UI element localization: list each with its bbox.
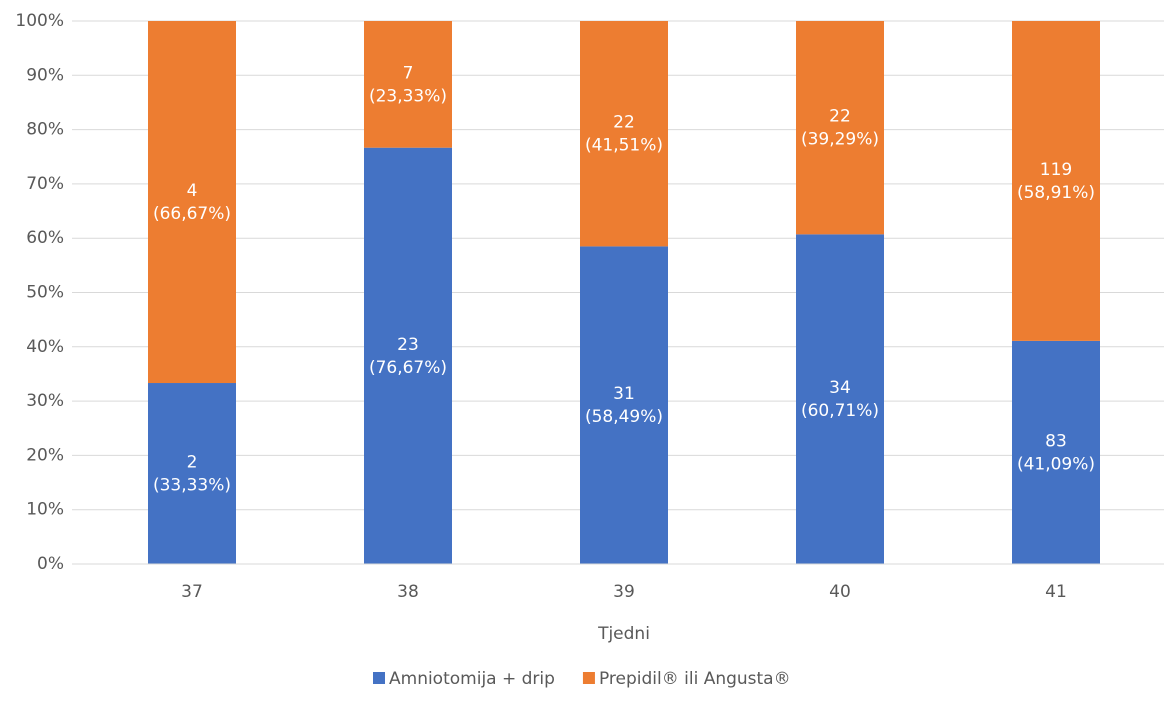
bar-segment (796, 21, 884, 235)
bar-segment (580, 246, 668, 565)
bar-segment (1012, 21, 1100, 341)
data-label-count: 4 (187, 181, 198, 201)
bar-segment (148, 383, 236, 564)
y-tick-label: 80% (26, 120, 64, 140)
y-tick-label: 70% (26, 174, 64, 194)
data-label-count: 34 (829, 378, 851, 398)
legend-swatch (373, 672, 385, 684)
legend-label: Prepidil® ili Angusta® (599, 669, 791, 689)
y-tick-label: 90% (26, 65, 64, 85)
data-label-count: 22 (829, 107, 851, 127)
bar-segment (1012, 340, 1100, 564)
bar-segment (580, 21, 668, 247)
data-label-count: 22 (613, 113, 635, 133)
x-axis-title: Tjedni (597, 624, 650, 644)
data-label-percent: (41,09%) (1017, 454, 1095, 474)
bar-segment (364, 147, 452, 565)
y-tick-label: 100% (15, 11, 64, 31)
data-label-count: 7 (403, 63, 414, 83)
data-label-percent: (66,67%) (153, 204, 231, 224)
x-tick-label: 37 (181, 582, 203, 602)
legend-swatch (582, 672, 595, 684)
y-tick-label: 40% (26, 337, 64, 357)
data-label-percent: (58,49%) (585, 407, 663, 427)
data-label-count: 31 (613, 384, 635, 404)
x-tick-label: 38 (397, 582, 419, 602)
bar-segment (364, 21, 452, 148)
data-label-percent: (58,91%) (1017, 183, 1095, 203)
data-label-percent: (39,29%) (801, 130, 879, 150)
y-tick-label: 50% (26, 283, 64, 303)
x-tick-label: 39 (613, 582, 635, 602)
data-label-count: 83 (1045, 431, 1067, 451)
data-label-count: 119 (1040, 160, 1072, 180)
data-label-percent: (41,51%) (585, 136, 663, 156)
data-label-percent: (23,33%) (369, 86, 447, 106)
data-label-count: 23 (397, 335, 419, 355)
data-label-percent: (33,33%) (153, 476, 231, 496)
bar-segment (148, 21, 236, 384)
bar-segment (796, 234, 884, 564)
data-label-count: 2 (187, 453, 198, 473)
x-tick-label: 41 (1045, 582, 1067, 602)
data-label-percent: (76,67%) (369, 358, 447, 378)
y-tick-label: 20% (26, 445, 64, 465)
data-label-percent: (60,71%) (801, 401, 879, 421)
y-tick-label: 60% (26, 228, 64, 248)
legend-label: Amniotomija + drip (389, 669, 555, 689)
y-tick-label: 0% (37, 554, 64, 574)
y-tick-label: 10% (26, 500, 64, 520)
y-tick-label: 30% (26, 391, 64, 411)
x-tick-label: 40 (829, 582, 851, 602)
